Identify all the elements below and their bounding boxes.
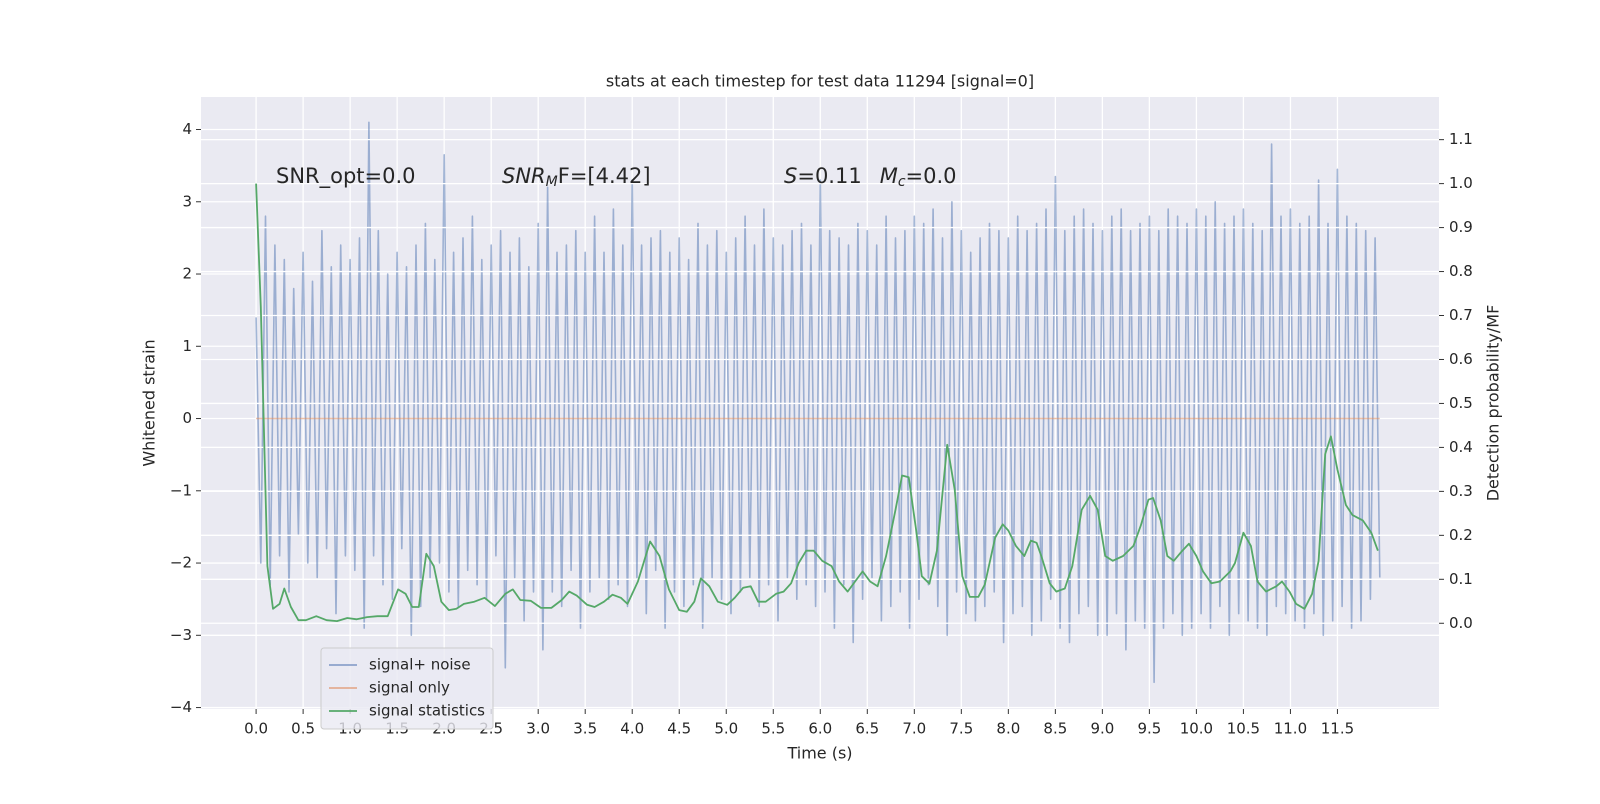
y2-tick-label: 0.1 (1449, 570, 1473, 588)
y2-axis-label: Detection probability/MF (1484, 305, 1503, 502)
x-tick-label: 0.5 (291, 720, 315, 738)
y2-tick-label: 0.2 (1449, 526, 1473, 544)
y2-tick-label: 0.0 (1449, 614, 1473, 632)
annotation-part: =0.0 (906, 164, 957, 188)
x-tick-label: 3.0 (526, 720, 550, 738)
y-tick-label: 1 (182, 337, 192, 355)
legend-box (320, 647, 494, 730)
y2-tick-label: 1.0 (1449, 174, 1473, 192)
x-tick-label: 11.5 (1321, 720, 1354, 738)
x-tick-label: 10.5 (1227, 720, 1260, 738)
x-tick-label: 7.5 (949, 720, 973, 738)
annotation: SNR_opt=0.0 (276, 164, 416, 189)
y2-tick-label: 0.9 (1449, 218, 1473, 236)
y-tick-label: −2 (170, 554, 192, 572)
annotation-part: SNR (502, 164, 546, 188)
y2-tick-label: 0.8 (1449, 262, 1473, 280)
y-tick-label: 2 (182, 265, 192, 283)
y2-tick-label: 0.3 (1449, 482, 1473, 500)
x-tick-label: 6.5 (855, 720, 879, 738)
x-tick-label: 4.5 (667, 720, 691, 738)
series-line (255, 183, 1379, 622)
x-tick-label: 5.0 (714, 720, 738, 738)
annotation-part: =0.11 (797, 164, 861, 188)
x-tick-label: 5.5 (761, 720, 785, 738)
y2-tick-label: 0.7 (1449, 306, 1473, 324)
x-tick-label: 11.0 (1274, 720, 1307, 738)
legend-label: signal+ noise (369, 656, 471, 674)
x-tick-label: 9.5 (1137, 720, 1161, 738)
y2-tick-label: 0.5 (1449, 394, 1473, 412)
x-tick-label: 9.0 (1090, 720, 1114, 738)
x-tick-label: 4.0 (620, 720, 644, 738)
legend-label: signal only (369, 679, 450, 697)
annotation-part: SNR_opt=0.0 (276, 164, 416, 189)
legend-label: signal statistics (369, 702, 485, 720)
annotation-part: M (546, 174, 558, 190)
x-axis-label: Time (s) (786, 744, 852, 763)
annotation-part: M (880, 164, 898, 188)
y2-tick-label: 0.6 (1449, 350, 1473, 368)
y-axis-label: Whitened strain (140, 339, 159, 466)
y-tick-label: 3 (182, 192, 192, 210)
annotation: S=0.11 Mc=0.0 (784, 164, 957, 190)
x-tick-label: 0.0 (244, 720, 268, 738)
layer: 0.00.51.01.52.02.53.03.54.04.55.05.56.06… (170, 120, 1473, 737)
y-tick-label: −4 (170, 698, 192, 716)
y-tick-label: −1 (170, 481, 192, 499)
x-tick-label: 8.0 (996, 720, 1020, 738)
y-tick-label: 4 (182, 120, 192, 138)
y2-tick-label: 1.1 (1449, 130, 1473, 148)
y2-tick-label: 0.4 (1449, 438, 1473, 456)
annotation-part: F=[4.42] (558, 164, 651, 188)
annotation-part: c (898, 174, 906, 190)
chart-title: stats at each timestep for test data 112… (606, 72, 1034, 91)
series-line (255, 121, 1381, 684)
x-tick-label: 3.5 (573, 720, 597, 738)
annotation: SNRMF=[4.42] (502, 164, 651, 190)
x-tick-label: 6.0 (808, 720, 832, 738)
legend: signal+ noise signal only signal statistic… (320, 647, 494, 730)
annotation-part: S (784, 164, 797, 188)
x-tick-label: 10.0 (1180, 720, 1213, 738)
x-tick-label: 7.0 (902, 720, 926, 738)
y-tick-label: 0 (182, 409, 192, 427)
x-tick-label: 8.5 (1043, 720, 1067, 738)
y-tick-label: −3 (170, 626, 192, 644)
